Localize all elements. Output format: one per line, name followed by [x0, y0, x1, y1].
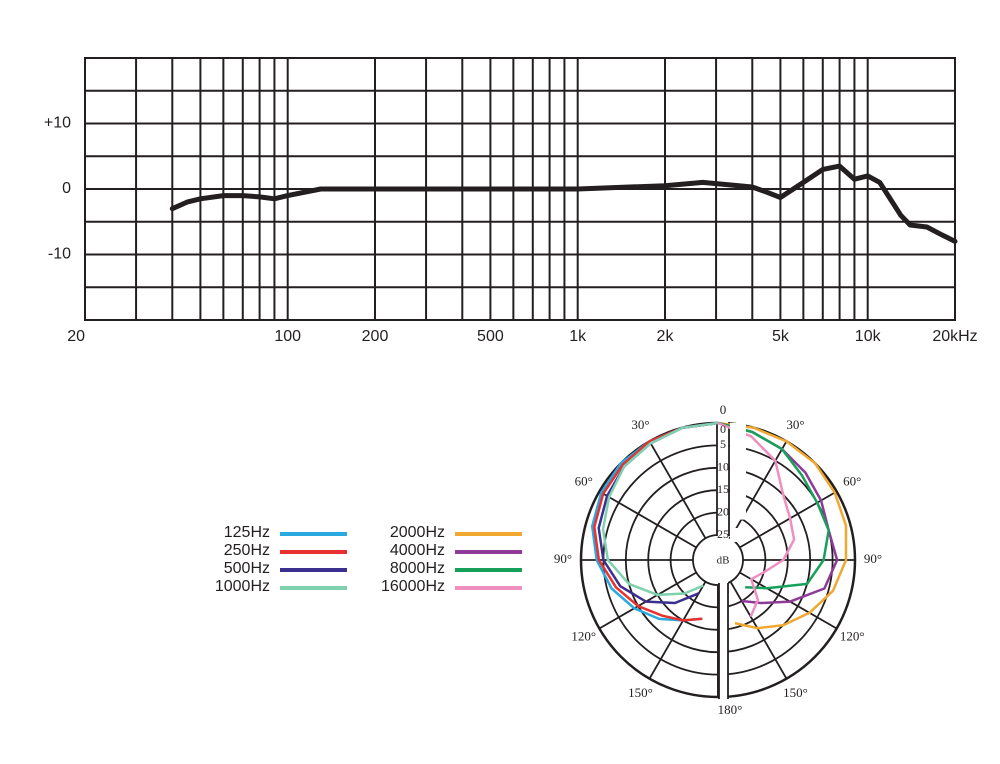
- ring-label-bg: [730, 483, 746, 498]
- ring-label: 5: [720, 437, 726, 451]
- polar-curve: [717, 421, 848, 630]
- y-tick-label: +10: [44, 115, 71, 132]
- x-tick-label: 100: [274, 328, 301, 345]
- angle-label: 120°: [840, 628, 865, 643]
- legend-label: 500Hz: [224, 560, 270, 577]
- unit-label: dB: [717, 555, 730, 567]
- angle-label: 90°: [864, 551, 882, 566]
- ring-label: 20: [717, 504, 729, 518]
- y-tick-label: -10: [48, 246, 71, 263]
- spoke: [648, 440, 707, 539]
- legend-label: 4000Hz: [390, 542, 445, 559]
- ring-label: 0: [720, 422, 726, 436]
- ring-label-bg: [730, 438, 746, 453]
- angle-label: 0: [720, 402, 727, 417]
- x-tick-label: 2k: [657, 328, 675, 345]
- polar-curve: [597, 421, 719, 605]
- spoke: [729, 581, 788, 680]
- x-tick-label: 1k: [569, 328, 587, 345]
- legend-label: 250Hz: [224, 542, 270, 559]
- x-tick-label: 20kHz: [932, 328, 977, 345]
- legend-label: 16000Hz: [381, 578, 445, 595]
- legend-label: 2000Hz: [390, 524, 445, 541]
- polar-curve: [601, 421, 719, 597]
- angle-label: 60°: [575, 473, 593, 488]
- x-tick-label: 200: [362, 328, 389, 345]
- ring-label-bg: [730, 423, 746, 437]
- legend-label: 8000Hz: [390, 560, 445, 577]
- spoke: [729, 440, 788, 539]
- legend-label: 125Hz: [224, 524, 270, 541]
- ring-label-bg: [730, 528, 746, 542]
- x-tick-label: 20: [67, 328, 85, 345]
- spoke: [648, 581, 707, 680]
- angle-label: 180°: [718, 702, 743, 717]
- ring-label-bg: [730, 505, 746, 520]
- response-curve: [169, 163, 958, 244]
- slit: [717, 420, 729, 538]
- y-tick-label: 0: [62, 180, 71, 197]
- angle-label: 60°: [843, 473, 861, 488]
- angle-label: 120°: [571, 628, 596, 643]
- spoke: [598, 490, 697, 549]
- polar-curve: [717, 421, 796, 618]
- ring-label: 25: [717, 527, 729, 541]
- ring-label: 15: [717, 482, 729, 496]
- x-tick-label: 5k: [772, 328, 790, 345]
- x-tick-label: 10k: [855, 328, 882, 345]
- angle-label: 150°: [628, 685, 653, 700]
- polar-curve: [717, 421, 830, 590]
- legend-label: 1000Hz: [215, 578, 270, 595]
- ring-label: 10: [717, 460, 729, 474]
- polar-curve: [593, 421, 719, 622]
- slit: [719, 581, 728, 701]
- angle-label: 30°: [786, 417, 804, 432]
- ring-label-bg: [730, 460, 746, 475]
- angle-label: 30°: [631, 417, 649, 432]
- angle-label: 90°: [554, 551, 572, 566]
- x-tick-label: 500: [477, 328, 504, 345]
- angle-label: 150°: [783, 685, 808, 700]
